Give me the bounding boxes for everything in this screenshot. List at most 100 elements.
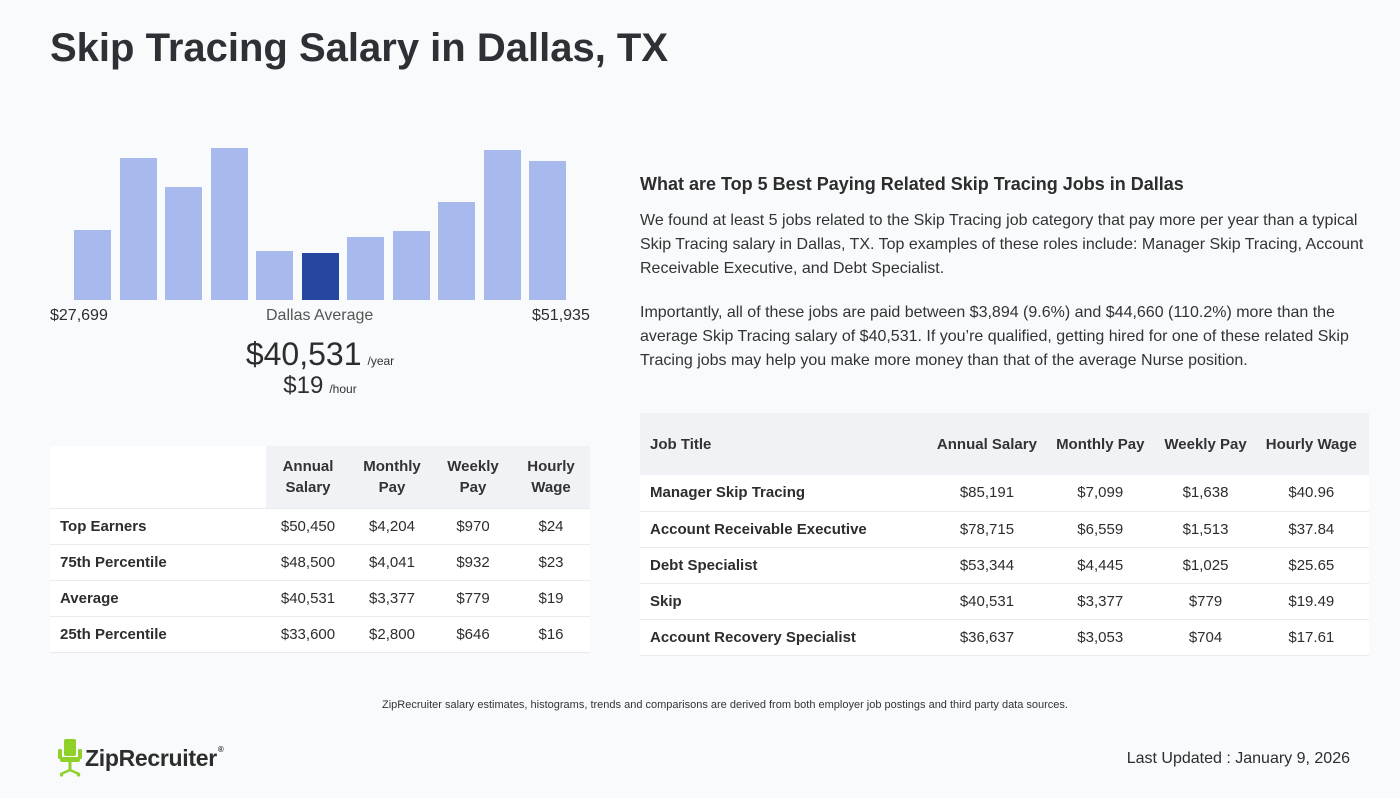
cell-monthly: $3,053 bbox=[1043, 619, 1158, 656]
cell-monthly: $3,377 bbox=[1043, 583, 1158, 620]
cell-hourly: $19.49 bbox=[1253, 583, 1369, 620]
logo-text: ZipRecruiter bbox=[85, 744, 217, 771]
header-annual-salary: Annual Salary bbox=[266, 446, 350, 509]
hourly-value: $19 bbox=[283, 372, 324, 399]
header-annual-salary: Annual Salary bbox=[930, 413, 1044, 475]
cell-hourly: $16 bbox=[512, 616, 590, 653]
histogram-bar bbox=[438, 202, 475, 300]
range-min: $27,699 bbox=[50, 307, 108, 324]
related-jobs-intro: We found at least 5 jobs related to the … bbox=[640, 212, 1364, 277]
cell-monthly: $4,041 bbox=[350, 544, 434, 581]
percentile-header-row: Annual Salary Monthly Pay Weekly Pay Hou… bbox=[50, 446, 590, 509]
histogram-bar-average bbox=[301, 253, 339, 300]
logo-wordmark: ZipRecruiter® bbox=[85, 744, 224, 772]
cell-hourly: $24 bbox=[512, 508, 590, 545]
table-row: Account Receivable Executive $78,715 $6,… bbox=[640, 511, 1369, 548]
header-monthly-pay: Monthly Pay bbox=[350, 446, 434, 509]
cell-annual: $85,191 bbox=[930, 475, 1044, 512]
histogram-bar bbox=[119, 158, 157, 300]
header-job-title: Job Title bbox=[640, 413, 931, 475]
cell-annual: $40,531 bbox=[266, 580, 350, 617]
histogram-bar bbox=[483, 150, 521, 300]
row-label: Average bbox=[50, 580, 266, 617]
related-jobs-heading: What are Top 5 Best Paying Related Skip … bbox=[640, 174, 1184, 194]
histogram-bar bbox=[256, 251, 293, 300]
histogram-bar bbox=[347, 237, 384, 300]
header-weekly-pay: Weekly Pay bbox=[434, 446, 512, 509]
table-row: 25th Percentile $33,600 $2,800 $646 $16 bbox=[50, 616, 590, 653]
cell-weekly: $779 bbox=[434, 580, 512, 617]
table-row: Top Earners $50,450 $4,204 $970 $24 bbox=[50, 508, 590, 545]
row-label: 25th Percentile bbox=[50, 616, 266, 653]
cell-weekly: $932 bbox=[434, 544, 512, 581]
cell-weekly: $779 bbox=[1157, 583, 1254, 620]
table-row: Average $40,531 $3,377 $779 $19 bbox=[50, 580, 590, 617]
job-title: Skip bbox=[640, 583, 931, 620]
cell-annual: $40,531 bbox=[930, 583, 1044, 620]
header-hourly-wage: Hourly Wage bbox=[512, 446, 590, 509]
ziprecruiter-logo[interactable]: ZipRecruiter® bbox=[58, 738, 224, 778]
annual-value: $40,531 bbox=[245, 336, 362, 372]
header-monthly-pay: Monthly Pay bbox=[1043, 413, 1158, 475]
related-jobs-detail: Importantly, all of these jobs are paid … bbox=[640, 304, 1349, 369]
range-max: $51,935 bbox=[532, 307, 590, 324]
row-label: Top Earners bbox=[50, 508, 266, 545]
cell-hourly: $17.61 bbox=[1253, 619, 1369, 656]
job-title: Account Receivable Executive bbox=[640, 511, 931, 548]
cell-monthly: $4,445 bbox=[1043, 547, 1158, 584]
cell-annual: $48,500 bbox=[266, 544, 350, 581]
data-disclaimer: ZipRecruiter salary estimates, histogram… bbox=[382, 699, 1068, 711]
histogram-bar bbox=[74, 230, 111, 300]
cell-monthly: $2,800 bbox=[350, 616, 434, 653]
cell-hourly: $37.84 bbox=[1253, 511, 1369, 548]
table-row: Manager Skip Tracing $85,191 $7,099 $1,6… bbox=[640, 475, 1369, 512]
histogram-bar bbox=[210, 148, 248, 300]
ziprecruiter-chair-icon bbox=[58, 739, 82, 777]
cell-annual: $78,715 bbox=[930, 511, 1044, 548]
cell-annual: $53,344 bbox=[930, 547, 1044, 584]
header-weekly-pay: Weekly Pay bbox=[1157, 413, 1254, 475]
histogram-bar bbox=[165, 187, 202, 300]
histogram-bar bbox=[392, 231, 430, 300]
table-row: Account Recovery Specialist $36,637 $3,0… bbox=[640, 619, 1369, 656]
logo-registered-mark: ® bbox=[217, 744, 224, 754]
job-title: Account Recovery Specialist bbox=[640, 619, 931, 656]
cell-hourly: $25.65 bbox=[1253, 547, 1369, 584]
cell-monthly: $4,204 bbox=[350, 508, 434, 545]
percentile-header-blank bbox=[50, 446, 266, 509]
cell-hourly: $19 bbox=[512, 580, 590, 617]
cell-weekly: $1,513 bbox=[1157, 511, 1254, 548]
cell-weekly: $646 bbox=[434, 616, 512, 653]
cell-annual: $50,450 bbox=[266, 508, 350, 545]
annual-unit: /year bbox=[367, 354, 395, 368]
histogram-bar bbox=[529, 161, 566, 300]
related-jobs-table: Job Title Annual Salary Monthly Pay Week… bbox=[640, 413, 1369, 656]
cell-weekly: $1,638 bbox=[1157, 475, 1254, 512]
percentile-table: Annual Salary Monthly Pay Weekly Pay Hou… bbox=[50, 446, 590, 653]
cell-annual: $36,637 bbox=[930, 619, 1044, 656]
annual-average: $40,531/year bbox=[0, 336, 640, 373]
average-caption: Dallas Average bbox=[266, 307, 374, 324]
cell-monthly: $6,559 bbox=[1043, 511, 1158, 548]
cell-weekly: $970 bbox=[434, 508, 512, 545]
salary-histogram bbox=[74, 140, 568, 300]
cell-monthly: $7,099 bbox=[1043, 475, 1158, 512]
job-title: Debt Specialist bbox=[640, 547, 931, 584]
header-hourly-wage: Hourly Wage bbox=[1253, 413, 1369, 475]
hourly-unit: /hour bbox=[329, 382, 357, 396]
jobs-header-row: Job Title Annual Salary Monthly Pay Week… bbox=[640, 413, 1369, 475]
cell-hourly: $40.96 bbox=[1253, 475, 1369, 512]
cell-monthly: $3,377 bbox=[350, 580, 434, 617]
table-row: 75th Percentile $48,500 $4,041 $932 $23 bbox=[50, 544, 590, 581]
last-updated: Last Updated : January 9, 2026 bbox=[1126, 750, 1350, 767]
cell-weekly: $704 bbox=[1157, 619, 1254, 656]
job-title: Manager Skip Tracing bbox=[640, 475, 931, 512]
row-label: 75th Percentile bbox=[50, 544, 266, 581]
cell-hourly: $23 bbox=[512, 544, 590, 581]
table-row: Skip $40,531 $3,377 $779 $19.49 bbox=[640, 583, 1369, 620]
hourly-average: $19/hour bbox=[0, 372, 640, 400]
cell-weekly: $1,025 bbox=[1157, 547, 1254, 584]
table-row: Debt Specialist $53,344 $4,445 $1,025 $2… bbox=[640, 547, 1369, 584]
cell-annual: $33,600 bbox=[266, 616, 350, 653]
page-title: Skip Tracing Salary in Dallas, TX bbox=[50, 26, 669, 70]
